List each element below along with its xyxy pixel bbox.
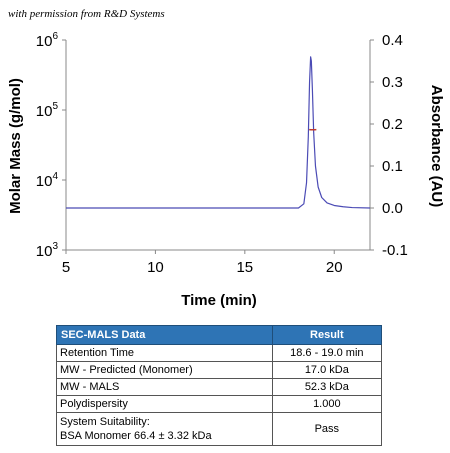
- row-label-line1: System Suitability:: [60, 416, 150, 428]
- table-row: Retention Time 18.6 - 19.0 min: [56, 344, 383, 362]
- y-axis-right-label: Absorbance (AU): [428, 85, 445, 208]
- x-tick-label: 15: [236, 259, 253, 276]
- row-value: 18.6 - 19.0 min: [271, 344, 383, 362]
- sec-mals-table: SEC-MALS Data Result Retention Time 18.6…: [56, 325, 383, 446]
- y-left-tick-label: 106: [36, 31, 59, 50]
- x-tick-label: 20: [326, 259, 343, 276]
- row-label: System Suitability: BSA Monomer 66.4 ± 3…: [56, 412, 273, 446]
- row-label: MW - MALS: [56, 378, 273, 396]
- y-left-tick-label: 103: [36, 241, 59, 260]
- header-data: SEC-MALS Data: [56, 325, 273, 345]
- row-value: 17.0 kDa: [271, 361, 383, 379]
- y-right-tick-label: 0.4: [382, 32, 403, 49]
- row-label: Retention Time: [56, 344, 273, 362]
- y-axis-left-label: Molar Mass (g/mol): [7, 78, 24, 214]
- absorbance-series-line: [66, 56, 371, 209]
- sec-mals-chart: 5 10 15 20 103 104 105 106 0.4 0.3 0.2 0.1 0.0 -0.1 T…: [7, 31, 445, 309]
- y-left-tick-label: 104: [36, 171, 59, 190]
- y-right-tick-label: 0.1: [382, 158, 403, 175]
- y-right-tick-label: 0.2: [382, 116, 403, 133]
- x-axis-label: Time (min): [181, 292, 257, 309]
- watermark: with permission from R&D Systems: [8, 8, 165, 20]
- row-label: MW - Predicted (Monomer): [56, 361, 273, 379]
- header-result: Result: [271, 325, 383, 345]
- y-left-tick-label: 105: [36, 101, 59, 120]
- row-label-line2: BSA Monomer 66.4 ± 3.32 kDa: [60, 430, 212, 442]
- row-value: 52.3 kDa: [271, 378, 383, 396]
- x-tick-label: 5: [62, 259, 70, 276]
- row-value: 1.000: [271, 395, 383, 413]
- y-right-tick-label: 0.0: [382, 200, 403, 217]
- table-header-row: SEC-MALS Data Result: [56, 325, 383, 345]
- table-row: Polydispersity 1.000: [56, 395, 383, 413]
- table-row: System Suitability: BSA Monomer 66.4 ± 3…: [56, 412, 383, 446]
- table-row: MW - MALS 52.3 kDa: [56, 378, 383, 396]
- y-right-tick-label: 0.3: [382, 74, 403, 91]
- row-label: Polydispersity: [56, 395, 273, 413]
- table-row: MW - Predicted (Monomer) 17.0 kDa: [56, 361, 383, 379]
- x-tick-label: 10: [147, 259, 164, 276]
- row-value: Pass: [271, 412, 383, 446]
- y-right-tick-label: -0.1: [382, 242, 408, 259]
